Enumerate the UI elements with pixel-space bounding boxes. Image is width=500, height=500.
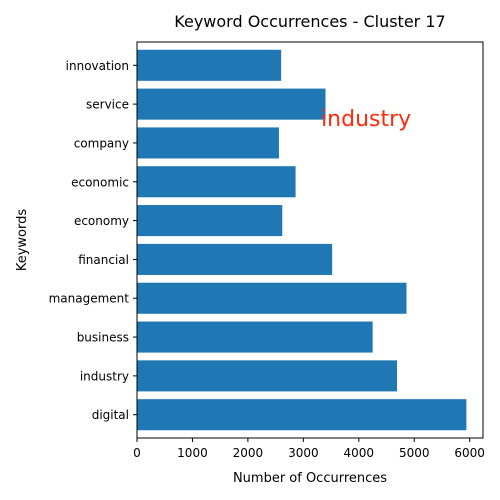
y-tick-label-business: business (77, 331, 129, 345)
chart-annotation: industry (321, 107, 411, 132)
x-tick-label-3000: 3000 (288, 446, 319, 460)
x-tick-label-4000: 4000 (344, 446, 375, 460)
y-axis-label: Keywords (15, 209, 30, 272)
y-tick-label-economy: economy (74, 214, 129, 228)
chart-title: Keyword Occurrences - Cluster 17 (174, 12, 445, 31)
bars-group (137, 49, 467, 431)
bar-industry (137, 360, 398, 392)
bar-economic (137, 166, 296, 198)
bar-digital (137, 399, 467, 431)
x-tick-label-6000: 6000 (454, 446, 485, 460)
y-tick-label-innovation: innovation (66, 59, 129, 73)
y-tick-label-service: service (86, 98, 129, 112)
y-tick-label-company: company (74, 136, 129, 150)
bar-management (137, 282, 407, 314)
bar-business (137, 321, 373, 353)
y-tick-label-management: management (49, 292, 130, 306)
plot-frame (136, 41, 484, 439)
x-tick-label-0: 0 (133, 446, 141, 460)
bar-service (137, 88, 326, 120)
y-tick-label-digital: digital (92, 408, 129, 422)
x-tick-labels: 0 1000 2000 3000 4000 5000 6000 (133, 438, 485, 460)
x-tick-label-5000: 5000 (399, 446, 430, 460)
x-tick-label-1000: 1000 (177, 446, 208, 460)
x-tick-label-2000: 2000 (233, 446, 264, 460)
bar-company (137, 127, 279, 159)
x-axis-label: Number of Occurrences (233, 471, 387, 486)
y-tick-labels: digital industry business management financi… (49, 59, 137, 422)
y-tick-label-industry: industry (80, 369, 129, 383)
bar-financial (137, 243, 333, 275)
bar-economy (137, 205, 283, 237)
y-tick-label-financial: financial (78, 253, 129, 267)
y-tick-label-economic: economic (71, 175, 129, 189)
bar-innovation (137, 49, 282, 81)
